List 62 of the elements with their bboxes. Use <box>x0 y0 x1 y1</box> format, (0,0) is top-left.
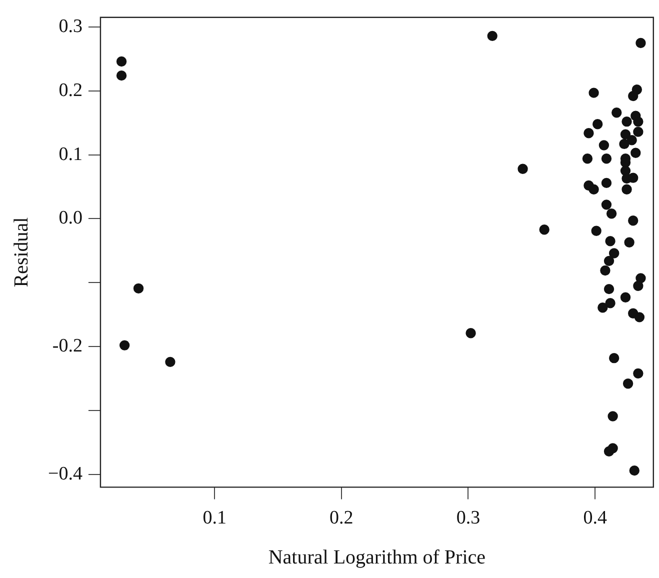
y-tick-label: -0.2 <box>52 336 82 357</box>
point <box>608 411 618 422</box>
x-tick-label: 0.3 <box>456 508 480 529</box>
point <box>584 128 594 138</box>
x-tick-label: 0.2 <box>330 508 354 529</box>
point <box>600 265 610 276</box>
point <box>629 465 640 476</box>
point <box>116 56 127 67</box>
point <box>133 283 144 294</box>
point <box>636 38 646 48</box>
point <box>634 312 645 322</box>
point <box>582 154 593 164</box>
point <box>598 302 608 313</box>
x-tick-label: 0.4 <box>583 508 608 529</box>
point <box>619 138 630 150</box>
point <box>601 178 612 188</box>
point <box>628 90 638 102</box>
point <box>604 446 614 457</box>
point <box>592 119 603 130</box>
point <box>628 172 638 183</box>
point <box>601 200 612 210</box>
point <box>605 236 616 246</box>
point <box>598 140 610 150</box>
point <box>633 280 644 291</box>
point <box>591 226 602 236</box>
y-tick-label: 0.2 <box>58 80 82 101</box>
point <box>630 148 641 158</box>
y-tick-label: 0.0 <box>58 208 82 229</box>
point <box>608 352 620 364</box>
y-tick-label: 0.3 <box>58 16 82 37</box>
point <box>116 70 127 81</box>
point <box>604 256 614 266</box>
point <box>604 284 614 294</box>
point <box>601 154 612 164</box>
point <box>624 237 634 248</box>
point <box>622 116 632 127</box>
point <box>466 328 476 338</box>
point <box>626 135 637 146</box>
point <box>605 298 616 308</box>
point <box>165 356 176 368</box>
point <box>622 184 632 194</box>
point <box>633 116 644 127</box>
y-axis-title: Residual <box>10 216 32 288</box>
point <box>612 108 622 118</box>
point <box>119 340 130 350</box>
point <box>628 216 638 226</box>
point <box>633 126 644 137</box>
x-tick-label: 0.1 <box>202 508 226 529</box>
point <box>588 88 599 98</box>
x-axis-title: Natural Logarithm of Price <box>268 546 486 568</box>
y-tick-label: −0.4 <box>48 463 83 484</box>
point <box>588 184 599 194</box>
point <box>487 30 498 42</box>
point <box>620 292 631 302</box>
point <box>608 248 620 258</box>
point <box>518 164 528 174</box>
point <box>620 129 631 140</box>
y-tick-label: 0.1 <box>58 144 82 165</box>
point <box>606 208 617 219</box>
point <box>633 368 644 379</box>
point <box>622 378 634 389</box>
point <box>539 224 550 235</box>
